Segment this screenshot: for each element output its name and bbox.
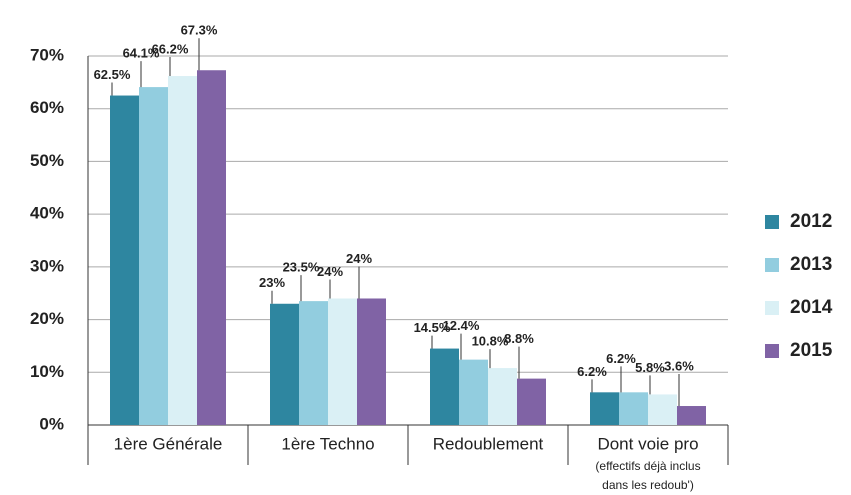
legend-swatch (765, 258, 779, 272)
legend-label: 2015 (790, 340, 833, 361)
value-label: 24% (346, 251, 372, 266)
value-label: 14.5% (414, 320, 451, 335)
y-tick-label: 30% (30, 256, 64, 275)
value-label: 24% (317, 264, 343, 279)
bar (590, 392, 619, 425)
bar (517, 378, 546, 425)
x-tick-label: Redoublement (433, 434, 544, 453)
legend-swatch (765, 215, 779, 229)
y-tick-label: 10% (30, 362, 64, 381)
y-tick-label: 50% (30, 151, 64, 170)
value-label: 66.2% (152, 41, 189, 56)
legend-swatch (765, 344, 779, 358)
bar (139, 87, 168, 425)
bar (197, 70, 226, 426)
value-label: 67.3% (181, 23, 218, 38)
category-note: dans les redoub') (602, 478, 694, 492)
bar (488, 368, 517, 425)
value-label: 6.2% (606, 351, 636, 366)
value-label: 6.2% (577, 364, 607, 379)
bar (677, 406, 706, 425)
value-label: 12.4% (443, 318, 480, 333)
value-label: 10.8% (472, 334, 509, 349)
bar (110, 95, 139, 426)
y-tick-label: 60% (30, 98, 64, 117)
legend-label: 2012 (790, 211, 832, 232)
category-note: (effectifs déjà inclus (595, 459, 700, 473)
value-label: 62.5% (94, 67, 131, 82)
bar (430, 348, 459, 425)
value-label: 8.8% (504, 331, 534, 346)
y-tick-label: 0% (39, 414, 64, 433)
value-label: 3.6% (664, 358, 694, 373)
legend-label: 2013 (790, 254, 832, 275)
y-tick-label: 70% (30, 45, 64, 64)
value-label: 64.1% (123, 46, 160, 61)
value-label: 23.5% (283, 260, 320, 275)
bar (328, 298, 357, 425)
bar (270, 303, 299, 425)
bar (648, 394, 677, 425)
value-label: 23% (259, 275, 285, 290)
bar (168, 76, 197, 425)
x-tick-label: Dont voie pro (597, 434, 698, 453)
legend-swatch (765, 301, 779, 315)
bar (357, 298, 386, 425)
bar (299, 301, 328, 425)
legend-label: 2014 (790, 297, 833, 318)
bar (459, 359, 488, 425)
value-label: 5.8% (635, 360, 665, 375)
bar (619, 392, 648, 425)
y-tick-label: 40% (30, 204, 64, 223)
y-tick-label: 20% (30, 309, 64, 328)
x-tick-label: 1ère Générale (114, 434, 223, 453)
x-tick-label: 1ère Techno (281, 434, 374, 453)
